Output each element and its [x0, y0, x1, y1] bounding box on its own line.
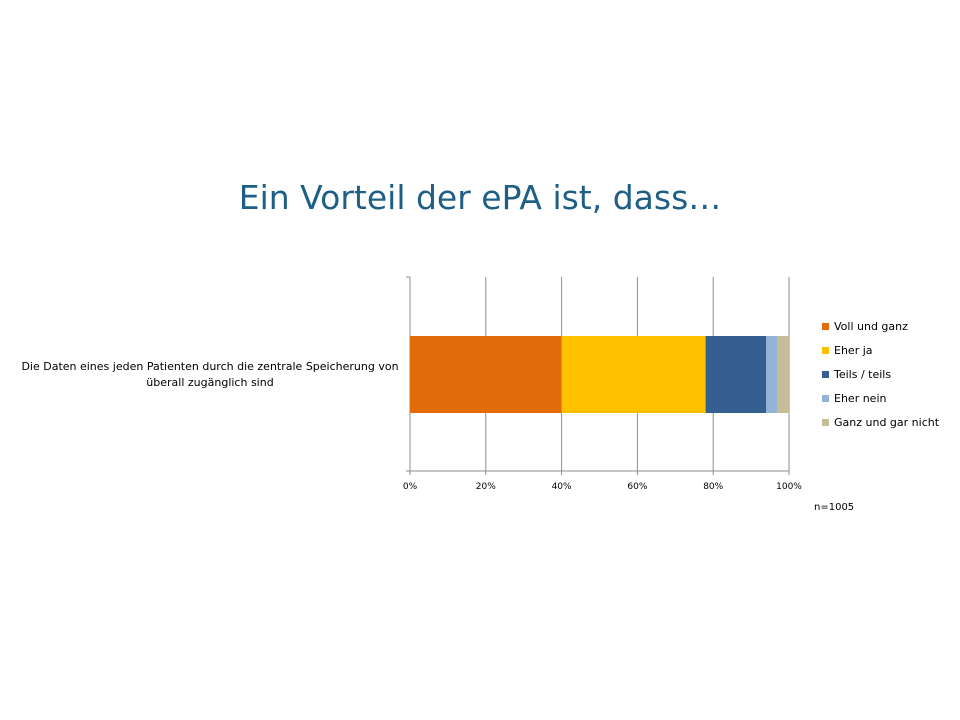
x-tick-label: 40% — [552, 482, 572, 492]
chart-legend: Voll und ganz Eher ja Teils / teils Eher… — [822, 314, 939, 434]
bar-segment — [705, 336, 767, 413]
legend-swatch — [822, 370, 829, 378]
sample-size-label: n=1005 — [814, 502, 855, 513]
legend-label: Voll und ganz — [834, 319, 908, 333]
legend-swatch — [822, 346, 829, 354]
legend-item: Ganz und gar nicht — [822, 410, 939, 434]
legend-swatch — [822, 418, 829, 426]
legend-item: Teils / teils — [822, 362, 939, 386]
x-tick-label: 100% — [776, 482, 802, 492]
bar-segment — [561, 336, 706, 413]
category-label: Die Daten eines jeden Patienten durch di… — [21, 360, 399, 389]
slide-title: Ein Vorteil der ePA ist, dass… — [238, 178, 722, 217]
legend-label: Eher nein — [834, 391, 887, 405]
x-tick-label: 80% — [703, 482, 723, 492]
legend-item: Eher ja — [822, 338, 939, 362]
legend-swatch — [822, 322, 829, 330]
x-tick-label: 60% — [627, 482, 647, 492]
legend-label: Ganz und gar nicht — [834, 415, 940, 429]
bar-segment — [777, 336, 789, 413]
bar-segment — [410, 336, 562, 413]
x-tick-label: 0% — [403, 482, 418, 492]
legend-item: Voll und ganz — [822, 314, 939, 338]
legend-label: Eher ja — [834, 343, 873, 357]
legend-label: Teils / teils — [834, 367, 892, 381]
legend-swatch — [822, 394, 829, 402]
bar-segment — [766, 336, 778, 413]
legend-item: Eher nein — [822, 386, 939, 410]
x-tick-label: 20% — [476, 482, 496, 492]
